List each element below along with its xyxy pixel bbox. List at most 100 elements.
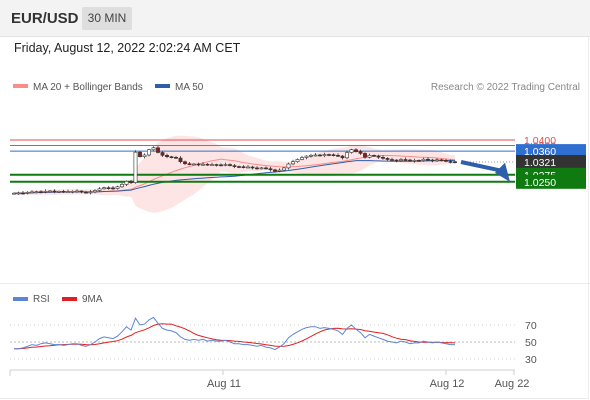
legend-bollinger-swatch bbox=[13, 84, 28, 88]
candle-body bbox=[282, 167, 286, 171]
rsi-level-label: 30 bbox=[525, 354, 537, 366]
rsi-9ma-line bbox=[14, 323, 456, 350]
x-tick-label: Aug 11 bbox=[207, 378, 241, 390]
candle-body bbox=[232, 165, 237, 167]
x-tick-label: Aug 12 bbox=[430, 378, 465, 390]
candle-body bbox=[25, 192, 30, 194]
candle-body bbox=[120, 184, 124, 188]
timeframe-button[interactable]: 30 MIN bbox=[82, 7, 132, 30]
candle-body bbox=[399, 159, 403, 161]
bollinger-band-area bbox=[14, 135, 455, 213]
candle-body bbox=[66, 191, 70, 193]
candle-body bbox=[174, 157, 178, 159]
candle-body bbox=[151, 147, 156, 151]
candle-body bbox=[57, 191, 61, 193]
candle-body bbox=[367, 155, 372, 158]
candle-body bbox=[16, 192, 21, 195]
candle-body bbox=[48, 190, 52, 193]
candle-body bbox=[124, 181, 129, 185]
candle-body bbox=[277, 169, 282, 172]
panel-divider bbox=[0, 283, 590, 284]
candle-body bbox=[88, 191, 93, 194]
legend-9ma-swatch bbox=[62, 297, 77, 301]
chart-frame bbox=[0, 36, 589, 399]
candle-body bbox=[241, 166, 246, 168]
candle-body bbox=[228, 164, 232, 166]
legend-9ma-label: 9MA bbox=[82, 294, 103, 305]
candle-body bbox=[421, 158, 426, 161]
forecast-arrow-shaft bbox=[460, 160, 503, 173]
candle-body bbox=[133, 151, 138, 183]
legend-rsi-label: RSI bbox=[33, 294, 50, 305]
candle-body bbox=[79, 190, 84, 193]
candle-body bbox=[196, 163, 201, 166]
candle-body bbox=[165, 155, 169, 158]
candle-body bbox=[304, 155, 309, 158]
candle-body bbox=[156, 147, 160, 153]
candle-body bbox=[84, 191, 88, 194]
candle-body bbox=[192, 163, 196, 166]
candle-body bbox=[160, 152, 165, 156]
candle-body bbox=[183, 161, 187, 164]
candle-body bbox=[259, 167, 264, 170]
candle-body bbox=[340, 155, 345, 159]
candle-body bbox=[403, 159, 408, 161]
candle-body bbox=[372, 155, 376, 157]
candle-body bbox=[129, 181, 133, 184]
candle-body bbox=[439, 159, 444, 162]
candle-body bbox=[345, 152, 349, 159]
candle-body bbox=[223, 164, 228, 166]
candle-body bbox=[322, 154, 327, 156]
candle-body bbox=[34, 191, 39, 193]
candle-body bbox=[210, 164, 214, 166]
candle-body bbox=[237, 166, 241, 168]
candle-body bbox=[430, 159, 435, 162]
candle-body bbox=[435, 159, 439, 162]
rsi-level-label: 70 bbox=[525, 320, 537, 332]
candle-body bbox=[111, 187, 115, 190]
candlesticks bbox=[12, 145, 457, 195]
candle-body bbox=[43, 191, 48, 193]
candle-body bbox=[295, 159, 300, 163]
candle-body bbox=[448, 161, 453, 163]
x-tick-label: Aug 22 bbox=[495, 378, 530, 390]
candle-body bbox=[178, 157, 183, 163]
rsi-line bbox=[14, 316, 455, 351]
candle-body bbox=[12, 192, 16, 195]
rsi-lines bbox=[14, 316, 456, 351]
candle-body bbox=[268, 168, 273, 171]
candle-body bbox=[201, 163, 205, 166]
candle-body bbox=[246, 166, 250, 169]
candle-body bbox=[385, 158, 390, 160]
candle-body bbox=[214, 164, 219, 166]
candle-body bbox=[30, 191, 34, 194]
candle-body bbox=[97, 188, 102, 191]
candle-body bbox=[61, 191, 66, 193]
candle-body bbox=[318, 154, 322, 157]
candle-body bbox=[147, 149, 151, 156]
legend-rsi-swatch bbox=[13, 297, 28, 301]
rsi-level-label: 50 bbox=[525, 337, 537, 349]
candle-body bbox=[358, 151, 363, 154]
candle-body bbox=[205, 163, 210, 166]
candle-body bbox=[286, 163, 291, 169]
main-legend: MA 20 + Bollinger Bands MA 50 bbox=[13, 82, 204, 93]
level-label-box bbox=[516, 155, 586, 169]
rsi-grid: 70 50 30 bbox=[10, 320, 537, 366]
candle-body bbox=[390, 159, 394, 161]
candle-body bbox=[309, 155, 313, 157]
bollinger-bands bbox=[14, 135, 455, 213]
symbol-label: EUR/USD bbox=[11, 10, 79, 27]
legend-bollinger-label: MA 20 + Bollinger Bands bbox=[33, 82, 143, 93]
candle-body bbox=[354, 149, 358, 152]
chart-header: EUR/USD 30 MIN bbox=[0, 0, 590, 37]
candle-body bbox=[363, 153, 367, 158]
candle-body bbox=[39, 191, 43, 193]
candle-body bbox=[52, 190, 57, 193]
candle-body bbox=[219, 164, 223, 167]
candle-body bbox=[142, 154, 147, 158]
candle-body bbox=[394, 159, 399, 162]
candle-body bbox=[187, 163, 192, 165]
